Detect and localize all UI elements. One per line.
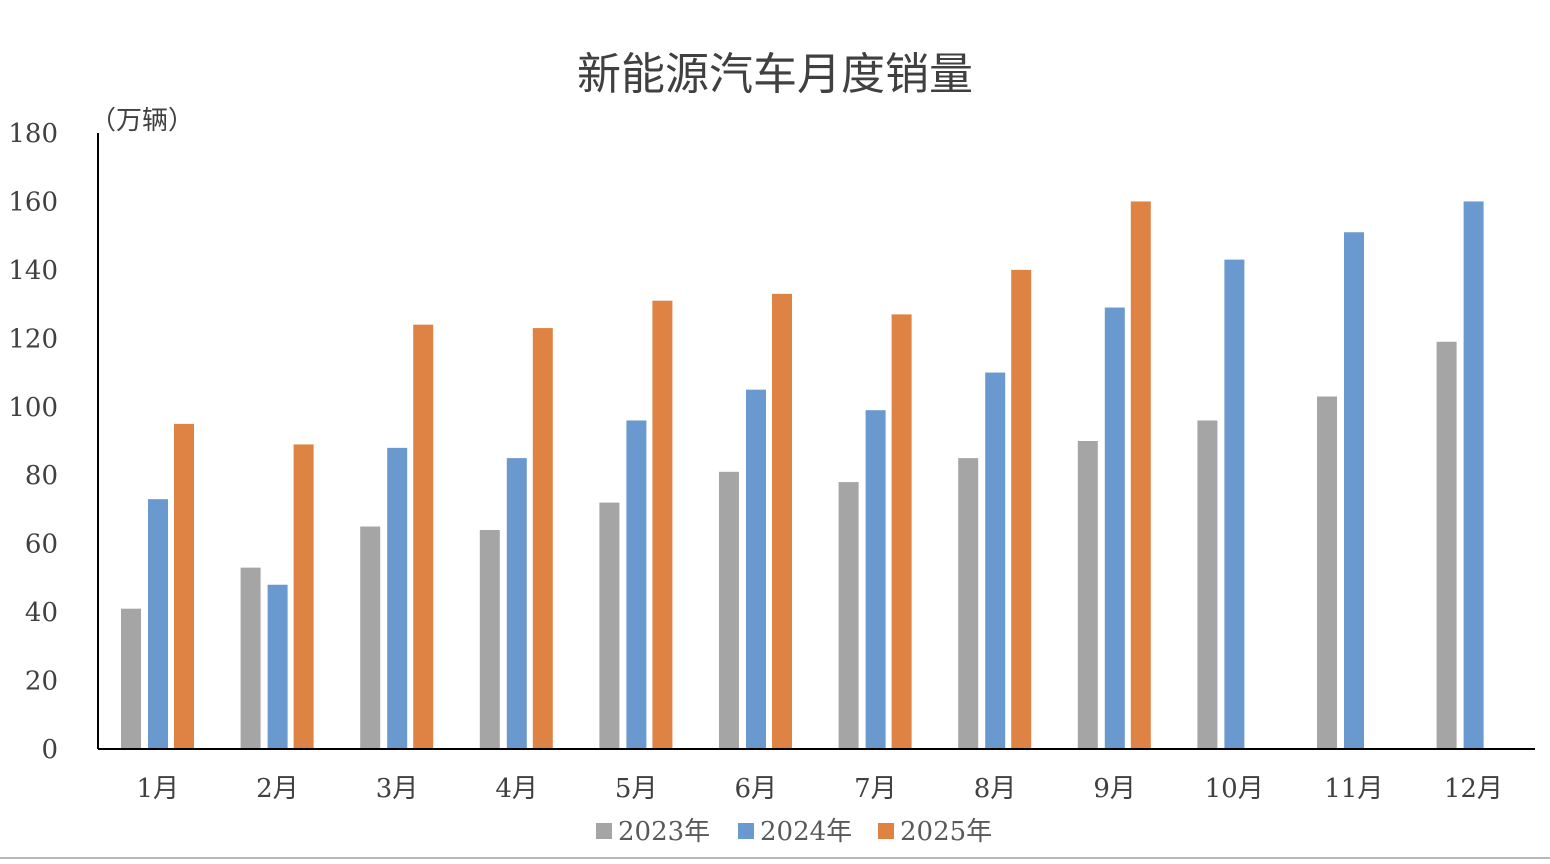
- bar-2023年-9月: [1077, 441, 1098, 749]
- y-tick-label: 0: [41, 735, 58, 765]
- legend-label-2025年: 2025年: [900, 817, 992, 847]
- y-tick-label: 40: [25, 598, 58, 628]
- bar-2024年-6月: [746, 389, 766, 749]
- x-tick-label-2月: 2月: [256, 774, 299, 804]
- y-tick-label: 60: [25, 530, 58, 560]
- bottom-divider: [0, 857, 1550, 859]
- bar-2025年-6月: [772, 293, 792, 749]
- plot-area: [121, 201, 1484, 749]
- bar-2025年-4月: [532, 328, 553, 749]
- bar-2023年-10月: [1197, 420, 1218, 749]
- x-tick-label-3月: 3月: [376, 774, 419, 804]
- y-tick-label: 100: [8, 393, 58, 423]
- x-tick-label-5月: 5月: [615, 774, 658, 804]
- bar-2024年-1月: [148, 499, 168, 749]
- bar-2025年-5月: [652, 300, 673, 749]
- x-axis: 1月 2月 3月 4月 5月 6月 7月 8月 9月 10月 11月 12月: [98, 748, 1535, 804]
- chart-title: 新能源汽车月度销量: [577, 49, 973, 100]
- bar-2023年-7月: [838, 482, 859, 749]
- y-axis-unit-label: （万辆）: [90, 106, 195, 136]
- x-tick-label-11月: 11月: [1324, 774, 1383, 804]
- x-tick-label-4月: 4月: [495, 774, 538, 804]
- bar-2024年-9月: [1104, 307, 1125, 749]
- x-tick-label-7月: 7月: [854, 774, 897, 804]
- bar-2024年-5月: [626, 420, 647, 749]
- bar-2024年-3月: [387, 447, 408, 749]
- bar-2023年-5月: [599, 502, 620, 749]
- y-tick-label: 160: [8, 187, 58, 217]
- legend-label-2023年: 2023年: [618, 817, 710, 847]
- bar-2025年-8月: [1011, 269, 1032, 749]
- x-tick-label-12月: 12月: [1444, 774, 1503, 804]
- legend: 2023年 2024年 2025年: [596, 817, 992, 847]
- x-tick-label-1月: 1月: [137, 774, 180, 804]
- bar-2024年-8月: [985, 372, 1006, 749]
- y-tick-label: 180: [8, 119, 58, 149]
- bar-2023年-8月: [958, 458, 979, 749]
- bar-2023年-1月: [121, 608, 141, 749]
- x-tick-label-8月: 8月: [974, 774, 1017, 804]
- bar-2023年-11月: [1317, 396, 1337, 749]
- y-tick-label: 120: [8, 324, 58, 354]
- bar-2024年-10月: [1224, 259, 1245, 749]
- legend-label-2024年: 2024年: [760, 817, 852, 847]
- bar-2025年-7月: [891, 314, 912, 749]
- bar-2023年-2月: [240, 567, 261, 749]
- x-tick-label-6月: 6月: [735, 774, 778, 804]
- y-axis: 0 20 40 60 80 100 120 140 160 180: [8, 119, 99, 765]
- bar-2024年-11月: [1344, 232, 1364, 749]
- bar-2024年-12月: [1463, 201, 1484, 749]
- bar-2025年-9月: [1130, 201, 1151, 749]
- y-tick-label: 20: [25, 667, 58, 697]
- bar-2024年-2月: [267, 584, 288, 749]
- bar-2024年-7月: [865, 410, 886, 749]
- bar-2023年-6月: [719, 471, 739, 749]
- x-tick-label-9月: 9月: [1093, 774, 1136, 804]
- x-tick-label-10月: 10月: [1205, 774, 1264, 804]
- y-tick-label: 80: [25, 461, 58, 491]
- legend-swatch-2025年: [878, 823, 894, 839]
- y-tick-label: 140: [8, 256, 58, 286]
- bar-2023年-3月: [360, 526, 381, 749]
- legend-swatch-2023年: [596, 823, 612, 839]
- bar-2025年-3月: [413, 324, 434, 749]
- legend-swatch-2024年: [738, 823, 754, 839]
- bar-2025年-1月: [174, 423, 194, 749]
- bar-2023年-12月: [1436, 341, 1457, 749]
- bar-2025年-2月: [293, 444, 314, 749]
- bar-2024年-4月: [506, 458, 527, 749]
- bar-2023年-4月: [479, 529, 500, 749]
